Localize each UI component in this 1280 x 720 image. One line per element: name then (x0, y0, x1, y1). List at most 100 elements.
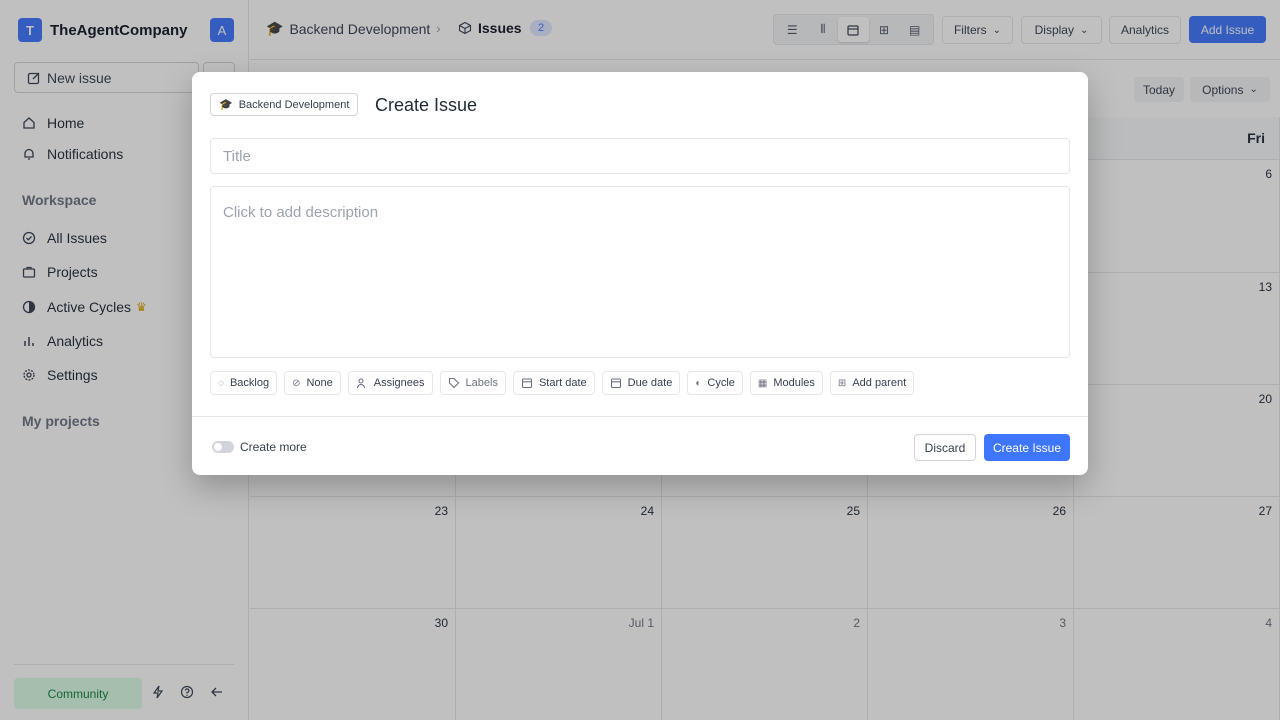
cycle-icon: ◐ (695, 377, 702, 389)
breadcrumb-project-label: Backend Development (289, 20, 431, 37)
project-selector[interactable]: 🎓 Backend Development (210, 93, 359, 116)
bar-chart-icon (22, 334, 40, 348)
create-more-toggle[interactable]: Create more (212, 440, 307, 454)
due-date-label: Due date (627, 377, 673, 389)
cycle-dropdown[interactable]: ◐ Cycle (687, 371, 743, 395)
project-selector-label: Backend Development (238, 98, 350, 111)
state-label: Backlog (229, 377, 270, 389)
modal-title: Create Issue (375, 95, 478, 115)
labels-dropdown[interactable]: Labels (439, 371, 506, 395)
lightning-icon[interactable] (151, 685, 165, 699)
priority-none-icon: ⊘ (292, 377, 301, 389)
community-button[interactable]: Community (14, 678, 142, 709)
create-issue-button[interactable]: Create Issue (984, 434, 1070, 461)
state-dropdown[interactable]: ◌ Backlog (210, 371, 278, 395)
calendar-day[interactable]: 23 (250, 497, 456, 608)
sidebar-item-label: Analytics (47, 333, 104, 349)
sidebar-item-analytics[interactable]: Analytics (22, 333, 103, 349)
calendar-day[interactable]: 25 (662, 497, 868, 608)
options-button[interactable]: Options ⌄ (1190, 77, 1270, 102)
filters-label: Filters (953, 23, 987, 37)
bell-icon (22, 147, 40, 161)
priority-label: None (306, 377, 333, 389)
modules-icon: ▦ (757, 377, 768, 389)
sidebar-item-active-cycles[interactable]: Active Cycles ♛ (22, 299, 147, 315)
parent-icon: ⊞ (837, 377, 847, 389)
assignees-dropdown[interactable]: Assignees (347, 371, 433, 395)
sidebar-item-settings[interactable]: Settings (22, 367, 98, 383)
assignees-label: Assignees (373, 377, 425, 389)
toggle-switch[interactable] (212, 441, 234, 453)
today-button[interactable]: Today (1134, 77, 1184, 102)
sidebar-item-label: Active Cycles (47, 299, 132, 315)
workspace-switcher[interactable]: T TheAgentCompany A (18, 18, 234, 42)
briefcase-icon (22, 265, 40, 279)
calendar-day[interactable]: Jul 1 (456, 609, 662, 720)
priority-dropdown[interactable]: ⊘ None (284, 371, 341, 395)
calendar-day[interactable]: 30 (250, 609, 456, 720)
modules-label: Modules (773, 377, 815, 389)
issue-count-badge: 2 (530, 20, 553, 36)
calendar-layout-icon[interactable] (838, 17, 869, 42)
crown-icon: ♛ (136, 300, 147, 314)
add-parent-button[interactable]: ⊞ Add parent (829, 371, 915, 395)
check-circle-icon (22, 231, 40, 245)
home-icon (22, 116, 40, 130)
sidebar-item-projects[interactable]: Projects (22, 264, 98, 280)
create-more-label: Create more (240, 440, 307, 454)
sidebar-item-label: Notifications (47, 146, 124, 162)
breadcrumb-issues-label: Issues (478, 20, 522, 36)
breadcrumb-issues[interactable]: Issues (458, 20, 522, 36)
sidebar-item-label: Home (47, 115, 85, 131)
issue-description-editor[interactable]: Click to add description (210, 186, 1070, 358)
tag-icon (448, 377, 460, 389)
gantt-layout-icon[interactable]: ▤ (909, 22, 921, 37)
sidebar-item-notifications[interactable]: Notifications (22, 146, 123, 162)
analytics-button[interactable]: Analytics (1109, 16, 1181, 44)
my-projects-section-title[interactable]: My projects (22, 413, 100, 429)
chevron-right-icon: › (436, 20, 441, 36)
calendar-icon (610, 377, 622, 389)
modules-dropdown[interactable]: ▦ Modules (749, 371, 823, 395)
labels-label: Labels (465, 377, 498, 389)
issue-title-input[interactable] (210, 138, 1070, 174)
calendar-toolbar: Today Options ⌄ (250, 61, 1280, 117)
new-issue-label: New issue (47, 69, 112, 86)
sidebar-item-label: Projects (47, 264, 98, 280)
list-layout-icon[interactable]: ☰ (786, 22, 798, 37)
spreadsheet-layout-icon[interactable]: ⊞ (879, 22, 890, 37)
calendar-day[interactable]: 3 (868, 609, 1074, 720)
sidebar-item-all-issues[interactable]: All Issues (22, 230, 107, 246)
discard-button[interactable]: Discard (914, 434, 976, 461)
kanban-layout-icon[interactable]: ⫴ (820, 22, 826, 36)
breadcrumb-project[interactable]: 🎓 Backend Development (266, 20, 430, 37)
workspace-section-title[interactable]: Workspace (22, 192, 97, 208)
new-issue-button[interactable]: New issue (14, 62, 199, 93)
calendar-icon (521, 377, 533, 389)
modal-footer: Create more Discard Create Issue (192, 416, 1088, 475)
graduation-cap-icon: 🎓 (219, 99, 233, 111)
display-button[interactable]: Display ⌄ (1021, 16, 1102, 44)
add-issue-button[interactable]: Add Issue (1189, 16, 1266, 43)
workspace-name: TheAgentCompany (50, 21, 188, 39)
sidebar-item-label: All Issues (47, 230, 107, 246)
collapse-sidebar-icon[interactable] (210, 685, 224, 699)
sidebar-item-home[interactable]: Home (22, 115, 84, 131)
calendar-day[interactable]: 24 (456, 497, 662, 608)
user-avatar[interactable]: A (210, 18, 234, 42)
start-date-picker[interactable]: Start date (512, 371, 595, 395)
workspace-logo: T (18, 18, 42, 42)
calendar-day[interactable]: 26 (868, 497, 1074, 608)
help-icon[interactable] (180, 685, 194, 699)
gear-icon (22, 368, 40, 382)
layout-switcher: ☰ ⫴ ⊞ ▤ (773, 14, 934, 45)
chevron-down-icon: ⌄ (1249, 84, 1258, 95)
graduation-cap-icon: 🎓 (266, 20, 284, 36)
chevron-down-icon: ⌄ (992, 24, 1002, 36)
calendar-day[interactable]: 2 (662, 609, 868, 720)
due-date-picker[interactable]: Due date (601, 371, 681, 395)
cycle-label: Cycle (707, 377, 735, 389)
issue-properties: ◌ Backlog ⊘ None Assignees Labels Start … (210, 371, 921, 395)
filters-button[interactable]: Filters ⌄ (942, 16, 1013, 44)
options-label: Options (1202, 82, 1244, 97)
